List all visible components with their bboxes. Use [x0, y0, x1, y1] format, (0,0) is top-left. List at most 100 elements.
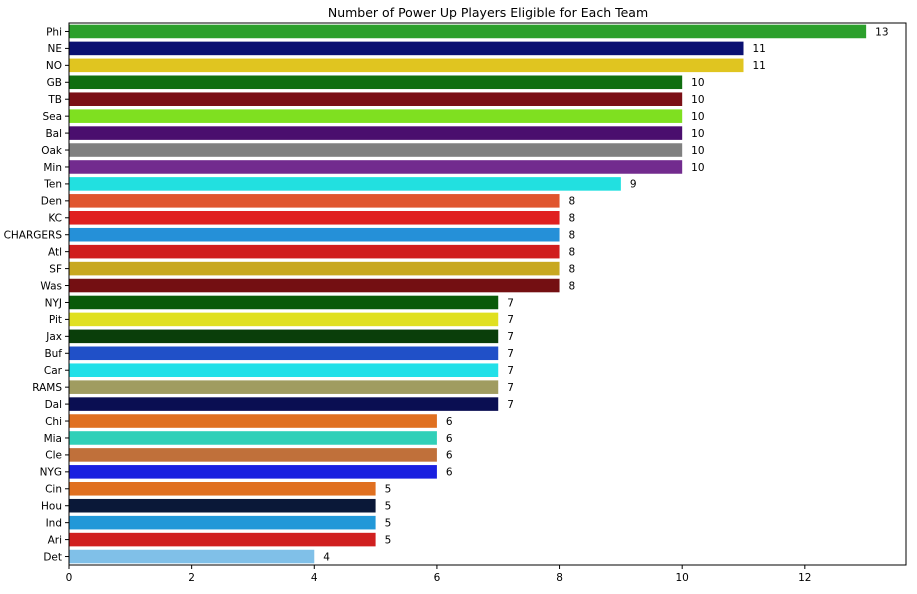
bar-chi: [69, 414, 437, 428]
value-label-gb: 10: [691, 77, 704, 89]
value-label-min: 10: [691, 162, 704, 174]
y-tick-label-gb: GB: [47, 77, 62, 89]
bar-ari: [69, 532, 376, 547]
x-tick-label-12: 12: [798, 572, 811, 584]
y-tick-label-ind: Ind: [46, 517, 62, 529]
value-label-chargers: 8: [569, 230, 576, 242]
value-label-hou: 5: [385, 501, 392, 513]
y-tick-label-ari: Ari: [48, 534, 62, 546]
bar-was: [69, 278, 560, 293]
bar-car: [69, 363, 499, 377]
bar-phi: [69, 24, 867, 39]
value-label-cin: 5: [385, 484, 392, 496]
y-tick-label-car: Car: [44, 365, 63, 377]
bar-cle: [69, 448, 437, 462]
y-tick-label-cin: Cin: [45, 484, 62, 496]
y-tick-label-cle: Cle: [45, 450, 62, 462]
bar-no: [69, 58, 744, 73]
y-tick-label-hou: Hou: [41, 501, 62, 513]
value-label-chi: 6: [446, 416, 453, 428]
y-tick-label-mia: Mia: [44, 433, 62, 445]
y-tick-label-den: Den: [41, 196, 62, 208]
x-tick-label-6: 6: [434, 572, 441, 584]
x-tick-label-8: 8: [556, 572, 563, 584]
value-label-buf: 7: [507, 348, 514, 360]
value-label-bal: 10: [691, 128, 704, 140]
value-label-ten: 9: [630, 179, 637, 191]
y-tick-label-no: NO: [46, 60, 62, 72]
value-label-no: 11: [753, 60, 766, 72]
value-label-was: 8: [569, 280, 576, 292]
bar-atl: [69, 244, 560, 259]
value-label-kc: 8: [569, 213, 576, 225]
chart-title: Number of Power Up Players Eligible for …: [328, 5, 648, 20]
y-tick-label-sf: SF: [49, 263, 62, 275]
value-label-nyg: 6: [446, 467, 453, 479]
y-tick-label-nyj: NYJ: [45, 297, 62, 309]
y-tick-label-min: Min: [43, 162, 62, 174]
x-tick-label-4: 4: [311, 572, 318, 584]
y-tick-label-rams: RAMS: [32, 382, 62, 394]
y-tick-label-nyg: NYG: [40, 467, 62, 479]
value-label-det: 4: [323, 551, 330, 563]
value-label-car: 7: [507, 365, 514, 377]
y-tick-label-dal: Dal: [45, 399, 62, 411]
bar-oak: [69, 143, 683, 157]
y-tick-label-ten: Ten: [43, 179, 62, 191]
y-tick-label-oak: Oak: [41, 145, 63, 157]
y-tick-label-chargers: CHARGERS: [4, 230, 63, 242]
value-label-cle: 6: [446, 450, 453, 462]
y-tick-label-pit: Pit: [49, 314, 62, 326]
value-label-sea: 10: [691, 111, 704, 123]
value-label-atl: 8: [569, 246, 576, 258]
bar-bal: [69, 126, 683, 140]
y-tick-label-kc: KC: [48, 213, 62, 225]
bar-pit: [69, 312, 499, 327]
y-tick-label-sea: Sea: [42, 111, 62, 123]
x-tick-label-2: 2: [188, 572, 195, 584]
y-tick-label-was: Was: [40, 280, 62, 292]
bar-ind: [69, 515, 376, 530]
value-label-dal: 7: [507, 399, 514, 411]
value-label-oak: 10: [691, 145, 704, 157]
value-label-phi: 13: [875, 26, 888, 38]
y-tick-label-bal: Bal: [45, 128, 62, 140]
y-tick-label-ne: NE: [48, 43, 63, 55]
bar-tb: [69, 92, 683, 106]
bar-mia: [69, 431, 437, 445]
value-label-pit: 7: [507, 314, 514, 326]
bar-ten: [69, 177, 621, 191]
bar-chargers: [69, 227, 560, 242]
bar-min: [69, 160, 683, 174]
y-tick-label-jax: Jax: [45, 331, 62, 343]
y-tick-label-atl: Atl: [48, 246, 62, 258]
value-label-ind: 5: [385, 517, 392, 529]
value-label-tb: 10: [691, 94, 704, 106]
bar-nyj: [69, 295, 499, 310]
bar-nyg: [69, 465, 437, 479]
bar-hou: [69, 498, 376, 513]
bar-buf: [69, 346, 499, 361]
value-label-ne: 11: [753, 43, 766, 55]
axes-layer: Phi NE NO GB TB Sea Bal Oak Min Ten Den KC CHARGERS A…: [4, 22, 907, 584]
bar-rams: [69, 380, 499, 394]
bar-gb: [69, 75, 683, 90]
value-label-sf: 8: [569, 263, 576, 275]
y-tick-label-tb: TB: [47, 94, 62, 106]
plot-frame: [68, 22, 907, 566]
value-label-mia: 6: [446, 433, 453, 445]
x-tick-label-10: 10: [675, 572, 688, 584]
x-tick-label-0: 0: [66, 572, 73, 584]
y-tick-label-phi: Phi: [46, 26, 62, 38]
bar-sea: [69, 109, 683, 123]
bar-sf: [69, 261, 560, 276]
bar-det: [69, 549, 315, 564]
bar-cin: [69, 482, 376, 496]
bars-layer: 13 11 11 10 10 10 10 10 10 9 8 8 8 8 8 8 7 7 7 7 7 7 7 6 6 6 6 5 5 5 5…: [69, 24, 889, 564]
bar-kc: [69, 211, 560, 225]
bar-ne: [69, 41, 744, 56]
y-tick-label-buf: Buf: [44, 348, 62, 360]
value-label-rams: 7: [507, 382, 514, 394]
